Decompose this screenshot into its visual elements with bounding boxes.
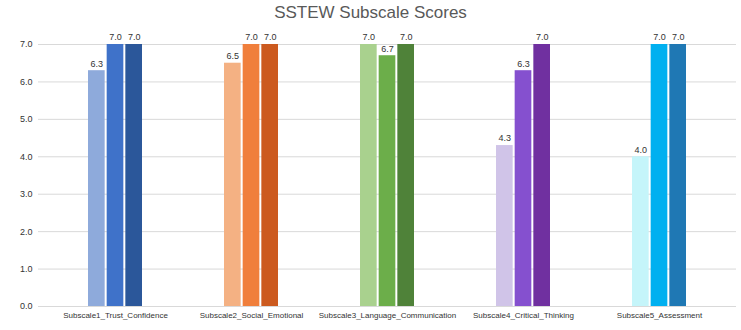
html-text:SSTEW Subscale Scores: SSTEW Subscale Scores (274, 3, 467, 22)
svg-text:4.0: 4.0 (635, 145, 648, 155)
svg-text:Subscale4_Critical_Thinking: Subscale4_Critical_Thinking (473, 311, 574, 320)
svg-text:1.0: 1.0 (20, 264, 33, 274)
svg-text:7.0: 7.0 (536, 32, 549, 42)
svg-text:5.0: 5.0 (20, 114, 33, 124)
svg-text:7.0: 7.0 (20, 39, 33, 49)
svg-text:6.7: 6.7 (381, 44, 394, 54)
svg-text:7.0: 7.0 (672, 32, 685, 42)
svg-text:0.0: 0.0 (20, 301, 33, 311)
svg-text:4.3: 4.3 (499, 133, 512, 143)
svg-text:6.3: 6.3 (517, 59, 530, 69)
svg-text:7.0: 7.0 (128, 32, 141, 42)
svg-text:6.5: 6.5 (227, 51, 240, 61)
svg-text:Subscale3_Language_Communicati: Subscale3_Language_Communication (319, 311, 456, 320)
svg-text:7.0: 7.0 (363, 32, 376, 42)
svg-text:7.0: 7.0 (109, 32, 122, 42)
svg-text:7.0: 7.0 (264, 32, 277, 42)
svg-text:Subscale2_Social_Emotional: Subscale2_Social_Emotional (200, 311, 304, 320)
svg-text:Subscale5_Assessment: Subscale5_Assessment (617, 311, 703, 320)
svg-text:2.0: 2.0 (20, 227, 33, 237)
svg-text:Subscale1_Trust_Confidence: Subscale1_Trust_Confidence (63, 311, 168, 320)
svg-text:7.0: 7.0 (653, 32, 666, 42)
svg-text:6.3: 6.3 (91, 59, 104, 69)
svg-text:3.0: 3.0 (20, 189, 33, 199)
svg-text:7.0: 7.0 (245, 32, 258, 42)
svg-text:4.0: 4.0 (20, 152, 33, 162)
svg-text:6.0: 6.0 (20, 77, 33, 87)
svg-text:7.0: 7.0 (400, 32, 413, 42)
